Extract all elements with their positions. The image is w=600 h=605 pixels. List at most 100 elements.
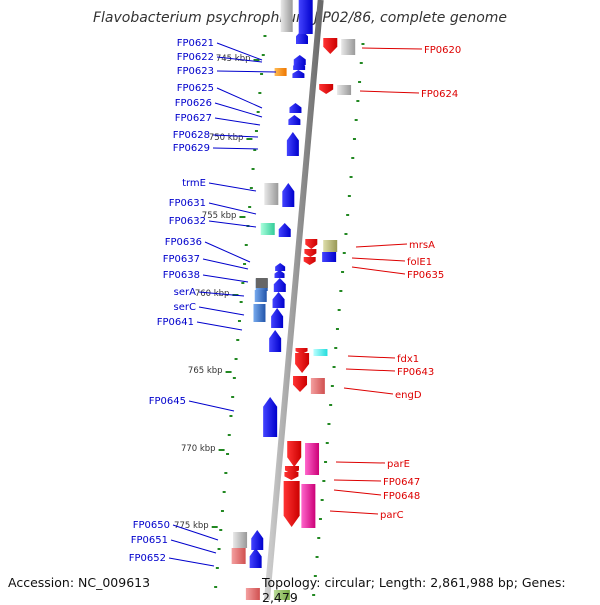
reverse-gene-leader xyxy=(343,387,394,395)
forward-gene-label: FP0632 xyxy=(169,216,206,227)
reverse-gene-leader xyxy=(333,489,382,496)
reverse-gene-leader xyxy=(329,510,379,515)
forward-gene-arrow xyxy=(293,62,306,70)
forward-gene-arrow xyxy=(275,263,286,271)
forward-gene-leader xyxy=(202,274,249,283)
forward-gene-leader xyxy=(208,182,257,192)
forward-gene-arrow xyxy=(289,103,302,113)
forward-gene-leader xyxy=(188,400,235,412)
reverse-gene-leader xyxy=(359,90,420,94)
reverse-gene-leader xyxy=(333,479,382,482)
forward-gene-arrow xyxy=(293,55,306,65)
forward-gene-label: FP0636 xyxy=(165,237,202,248)
forward-gene-arrow xyxy=(286,132,299,156)
forward-gene-label: FP0631 xyxy=(169,198,206,209)
forward-gene-leader xyxy=(198,291,245,297)
forward-gene-leader xyxy=(202,258,249,270)
reverse-gene-arrow xyxy=(305,239,318,249)
ruler-label: 755 kbp xyxy=(202,211,237,221)
forward-gene-label: trmE xyxy=(182,178,206,189)
reverse-gene-arrow xyxy=(319,84,334,94)
forward-gene-leader xyxy=(214,117,261,126)
forward-gene-arrow xyxy=(271,308,284,328)
reverse-gene-arrow xyxy=(284,472,299,480)
forward-gene-label: FP0651 xyxy=(131,535,168,546)
forward-gene-label: FP0641 xyxy=(157,317,194,328)
forward-gene-arrow xyxy=(288,115,301,125)
forward-gene-leader xyxy=(168,557,215,567)
forward-gene-leader xyxy=(216,70,277,73)
forward-gene-label: FP0629 xyxy=(173,143,210,154)
reverse-gene-label: parE xyxy=(387,459,410,470)
forward-gene-label: FP0652 xyxy=(129,553,166,564)
reverse-gene-arrow xyxy=(283,481,300,527)
forward-gene-arrow xyxy=(251,530,264,550)
forward-gene-label: FP0627 xyxy=(175,113,212,124)
forward-gene-leader xyxy=(208,202,257,215)
forward-gene-leader xyxy=(204,241,251,263)
reverse-gene-label: FP0643 xyxy=(397,367,434,378)
reverse-gene-box xyxy=(310,378,325,394)
forward-gene-arrow xyxy=(272,292,285,308)
forward-gene-leader xyxy=(216,56,263,63)
forward-gene-box xyxy=(231,548,246,564)
forward-gene-arrow xyxy=(273,278,286,292)
accession-text: Accession: NC_009613 xyxy=(8,575,151,590)
ruler-label: 765 kbp xyxy=(188,366,223,376)
forward-gene-label: serC xyxy=(174,302,196,313)
reverse-gene-box xyxy=(341,39,356,55)
forward-gene-label: serA xyxy=(174,287,196,298)
reverse-gene-leader xyxy=(355,243,408,248)
reverse-gene-label: FP0620 xyxy=(424,45,461,56)
reverse-gene-leader xyxy=(347,355,396,359)
forward-gene-label: FP0638 xyxy=(163,270,200,281)
reverse-gene-label: FP0647 xyxy=(383,477,420,488)
reverse-gene-arrow xyxy=(293,376,308,392)
reverse-gene-box xyxy=(323,240,338,252)
forward-gene-box xyxy=(253,304,266,322)
forward-gene-arrow xyxy=(269,330,282,352)
reverse-gene-leader xyxy=(351,266,406,275)
forward-gene-leader xyxy=(172,524,219,541)
reverse-gene-label: parC xyxy=(380,510,404,521)
forward-gene-leader xyxy=(216,87,263,109)
forward-gene-arrow xyxy=(298,0,313,34)
forward-gene-leader xyxy=(170,539,217,554)
reverse-gene-label: folE1 xyxy=(407,257,432,268)
forward-gene-label: FP0625 xyxy=(177,83,214,94)
forward-gene-label: FP0645 xyxy=(149,396,186,407)
reverse-gene-leader xyxy=(345,368,396,372)
reverse-gene-label: fdx1 xyxy=(397,354,419,365)
forward-gene-box xyxy=(280,0,293,32)
reverse-gene-arrow xyxy=(295,353,310,373)
genome-summary-text: Topology: circular; Length: 2,861,988 bp… xyxy=(262,575,566,605)
ruler-label: 775 kbp xyxy=(174,521,209,531)
forward-gene-box xyxy=(254,290,267,302)
reverse-gene-leader xyxy=(361,47,423,50)
forward-gene-leader xyxy=(214,102,263,118)
forward-gene-box xyxy=(233,532,248,548)
forward-gene-label: FP0622 xyxy=(177,52,214,63)
forward-gene-arrow xyxy=(274,270,285,278)
forward-gene-leader xyxy=(216,42,263,61)
reverse-gene-leader xyxy=(351,257,406,262)
reverse-gene-arrow xyxy=(303,257,316,265)
reverse-gene-arrow xyxy=(287,441,302,467)
forward-gene-leader xyxy=(198,306,245,316)
ruler-label: 760 kbp xyxy=(195,289,230,299)
forward-gene-leader xyxy=(208,220,257,228)
reverse-gene-box xyxy=(245,588,260,600)
forward-gene-arrow xyxy=(292,70,305,78)
forward-gene-box xyxy=(264,183,279,205)
reverse-gene-box xyxy=(313,349,328,356)
reverse-gene-label: FP0635 xyxy=(407,270,444,281)
reverse-gene-label: engD xyxy=(395,390,422,401)
reverse-gene-box xyxy=(305,443,320,475)
forward-gene-label: FP0621 xyxy=(177,38,214,49)
genome-axis xyxy=(263,0,324,600)
reverse-gene-box xyxy=(273,590,290,600)
reverse-gene-label: mrsA xyxy=(409,240,435,251)
forward-gene-box xyxy=(255,278,268,288)
